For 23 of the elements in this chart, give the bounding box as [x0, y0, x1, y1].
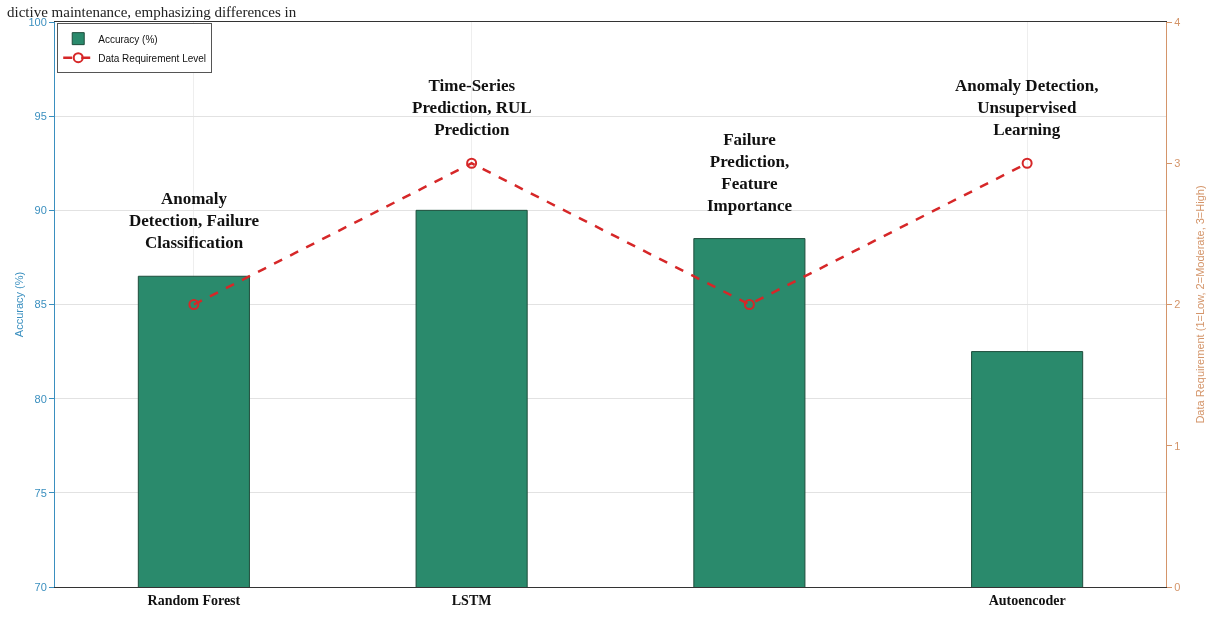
annotation: Time-Series Prediction, RUL Prediction — [412, 76, 532, 140]
text: dictive maintenance, emphasizing differences in — [7, 4, 297, 20]
x-tick-label: Random Forest — [147, 592, 241, 608]
x-tick-label: LSTM — [451, 592, 492, 608]
y2-axis-title: Data Requirement (1=Low, 2=Moderate, 3=High) — [1193, 185, 1206, 424]
y2-tick-label: 3 — [1174, 157, 1181, 170]
legend-label: Accuracy (%) — [98, 33, 158, 45]
x-tick-label: Autoencoder — [988, 592, 1066, 608]
y2-tick-label: 4 — [1174, 15, 1181, 28]
annotation: Failure Prediction, Feature Importance — [707, 130, 793, 216]
y-tick-label: 90 — [34, 204, 47, 217]
y-axis-title: Accuracy (%) — [13, 271, 25, 338]
y2-tick-label: 1 — [1174, 439, 1181, 452]
y-tick-label: 95 — [34, 110, 47, 123]
annotation: Anomaly Detection, Unsupervised Learning — [955, 76, 1099, 140]
y2-tick-label: 0 — [1174, 580, 1181, 593]
y-tick-label: 80 — [34, 392, 47, 405]
y-tick-label: 70 — [34, 580, 47, 593]
legend-label: Data Requirement Level — [98, 52, 207, 64]
annotation: Anomaly Detection, Failure Classification — [129, 189, 260, 253]
y-tick-label: 75 — [34, 486, 47, 499]
y2-tick-label: 2 — [1174, 298, 1181, 311]
y-tick-label: 85 — [34, 298, 47, 311]
